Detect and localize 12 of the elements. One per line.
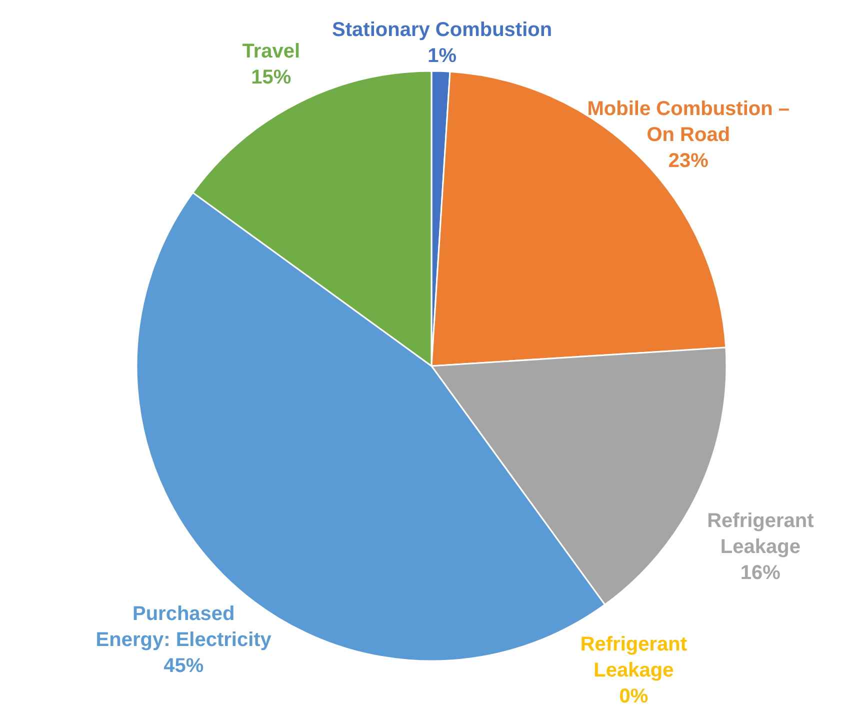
slice-label: Travel	[242, 40, 300, 62]
data-label: 23%	[668, 150, 709, 172]
slice-label: Mobile Combustion – On Road	[587, 98, 790, 146]
text: 0%	[619, 685, 648, 708]
slice-label: Refrigerant Leakage	[707, 510, 814, 558]
category-label: Refrigerant Leakage	[580, 633, 688, 682]
data-label: 45%	[164, 654, 204, 677]
data-label: 1%	[428, 44, 457, 67]
data-label: 15%	[251, 66, 292, 88]
slice-label: Purchased Energy: Electricity	[96, 602, 272, 651]
data-label: 16%	[740, 562, 781, 584]
slice-label: Stationary Combustion	[332, 18, 552, 41]
